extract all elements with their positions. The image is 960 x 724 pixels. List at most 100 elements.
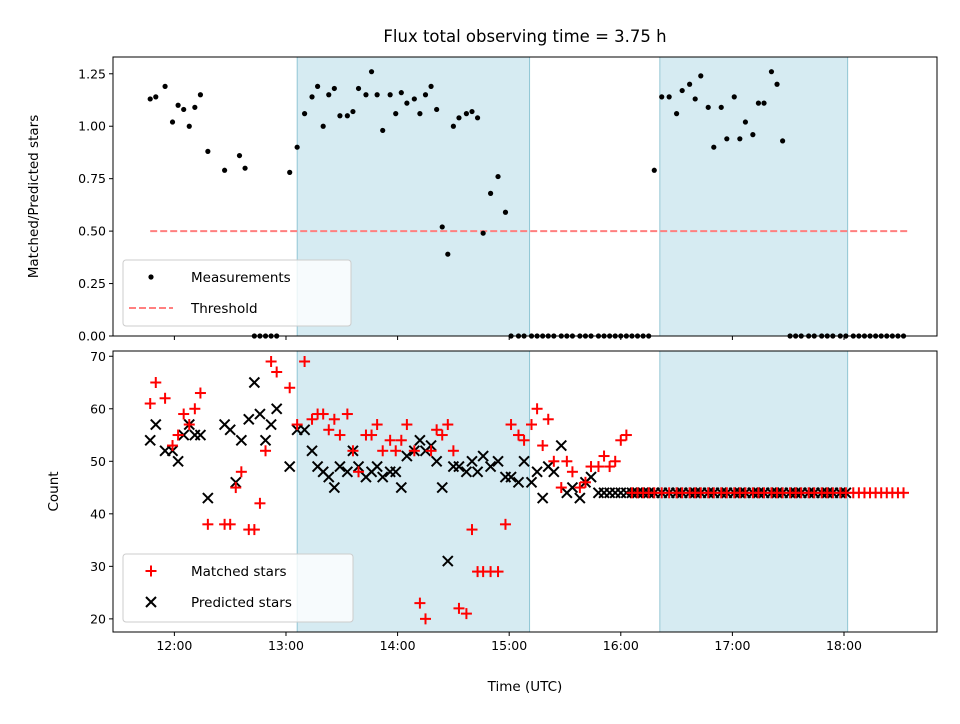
measurement-point bbox=[287, 169, 293, 175]
matched-star-point bbox=[898, 487, 910, 499]
measurement-point bbox=[344, 113, 350, 119]
x-marker-stroke bbox=[144, 434, 156, 446]
matched-star-point bbox=[150, 377, 162, 389]
measurement-point bbox=[197, 92, 204, 98]
predicted-star-point bbox=[466, 455, 478, 468]
predicted-star-point bbox=[371, 460, 383, 473]
matched-star-point bbox=[492, 566, 504, 578]
matched-star-point bbox=[202, 518, 214, 530]
matched-star-point bbox=[604, 461, 616, 473]
chart-title: Flux total observing time = 3.75 h bbox=[383, 27, 666, 46]
matched-star-point bbox=[460, 608, 472, 620]
x-marker-stroke bbox=[518, 455, 530, 468]
x-tick-label: 16:00 bbox=[603, 638, 639, 653]
matched-star-point bbox=[323, 424, 335, 436]
matched-star-point bbox=[408, 445, 420, 457]
predicted-star-point bbox=[471, 466, 484, 478]
x-marker-stroke bbox=[283, 460, 296, 473]
x-tick-label: 12:00 bbox=[156, 638, 192, 653]
x-marker-stroke bbox=[235, 434, 248, 446]
matched-star-point bbox=[260, 445, 272, 457]
matched-star-point bbox=[159, 392, 171, 404]
x-tick-label: 15:00 bbox=[491, 638, 527, 653]
measurement-point bbox=[487, 190, 494, 196]
measurement-point bbox=[692, 96, 698, 102]
x-marker-stroke bbox=[341, 466, 354, 478]
legend-box bbox=[122, 553, 354, 623]
predicted-star-point bbox=[248, 376, 261, 389]
matched-star-point bbox=[414, 597, 426, 609]
matched-star-point bbox=[555, 482, 567, 494]
measurement-point bbox=[205, 148, 211, 154]
bottom-legend: Matched stars Predicted stars bbox=[122, 553, 354, 623]
matched-star-point bbox=[442, 419, 454, 431]
predicted-star-point bbox=[224, 424, 236, 436]
bottom-y-axis-label: Count bbox=[46, 471, 62, 511]
predicted-star-point bbox=[259, 434, 272, 446]
top-plot-frame bbox=[112, 56, 938, 337]
predicted-star-point bbox=[436, 481, 448, 494]
measurement-point bbox=[422, 92, 429, 98]
measurement-point bbox=[236, 152, 243, 159]
measurement-point bbox=[331, 85, 337, 92]
matched-star-point bbox=[566, 466, 578, 478]
x-marker-stroke bbox=[414, 434, 426, 446]
measurement-point bbox=[666, 94, 672, 100]
measurement-point bbox=[380, 127, 386, 134]
x-tick-label: 18:00 bbox=[826, 638, 862, 653]
predicted-star-point bbox=[492, 455, 504, 468]
measurement-point bbox=[659, 94, 665, 100]
matched-star-point bbox=[317, 408, 329, 420]
measurement-point bbox=[679, 87, 685, 94]
measurement-point bbox=[355, 85, 362, 92]
measurement-point bbox=[761, 100, 767, 106]
measurement-point bbox=[242, 165, 248, 171]
measurement-point bbox=[768, 69, 775, 75]
x-marker-stroke bbox=[453, 460, 465, 473]
measurement-point bbox=[301, 111, 308, 117]
x-marker-stroke bbox=[471, 466, 484, 478]
measurement-point bbox=[502, 209, 509, 215]
matched-star-point bbox=[620, 429, 632, 441]
matched-star-point bbox=[542, 413, 554, 425]
predicted-star-point bbox=[518, 455, 530, 468]
y-tick-label: 1.25 bbox=[78, 66, 106, 81]
x-marker-stroke bbox=[150, 418, 162, 431]
predicted-star-point bbox=[460, 466, 473, 478]
measurement-point bbox=[315, 83, 321, 89]
measurement-point bbox=[147, 96, 153, 102]
x-tick-label: 14:00 bbox=[380, 638, 416, 653]
x-marker-stroke bbox=[243, 413, 255, 425]
measurement-point bbox=[309, 94, 315, 100]
measurement-point bbox=[731, 94, 737, 100]
matched-star-point bbox=[615, 434, 627, 446]
x-axis-label: Time (UTC) bbox=[487, 679, 563, 695]
measurement-point bbox=[750, 132, 756, 138]
x-marker-stroke bbox=[460, 466, 473, 478]
x-marker-stroke bbox=[566, 481, 579, 494]
matched-star-point bbox=[537, 440, 549, 452]
predicted-star-point bbox=[505, 471, 517, 483]
predicted-star-point bbox=[323, 471, 335, 483]
measurement-point bbox=[368, 69, 375, 75]
y-tick-label: 0.25 bbox=[78, 276, 106, 291]
matched-star-point bbox=[512, 429, 524, 441]
top-y-axis-label: Matched/Predicted stars bbox=[26, 115, 42, 278]
matched-star-point bbox=[447, 445, 459, 457]
predicted-star-point bbox=[265, 418, 277, 431]
legend-label: Threshold bbox=[190, 301, 258, 317]
legend-matched-swatch bbox=[145, 565, 157, 577]
measurement-point bbox=[162, 83, 168, 89]
measurement-point bbox=[495, 173, 501, 180]
x-marker-stroke bbox=[328, 481, 341, 494]
y-tick-label: 1.00 bbox=[78, 119, 106, 134]
predicted-star-point bbox=[328, 481, 341, 494]
matched-star-point bbox=[334, 429, 346, 441]
measurement-point bbox=[294, 144, 300, 150]
x-marker-stroke bbox=[334, 460, 346, 473]
measurement-point bbox=[474, 115, 481, 121]
predicted-star-point bbox=[376, 471, 389, 483]
matched-star-point bbox=[419, 613, 431, 625]
y-tick-label: 30 bbox=[90, 559, 106, 574]
predicted-star-point bbox=[548, 466, 560, 478]
